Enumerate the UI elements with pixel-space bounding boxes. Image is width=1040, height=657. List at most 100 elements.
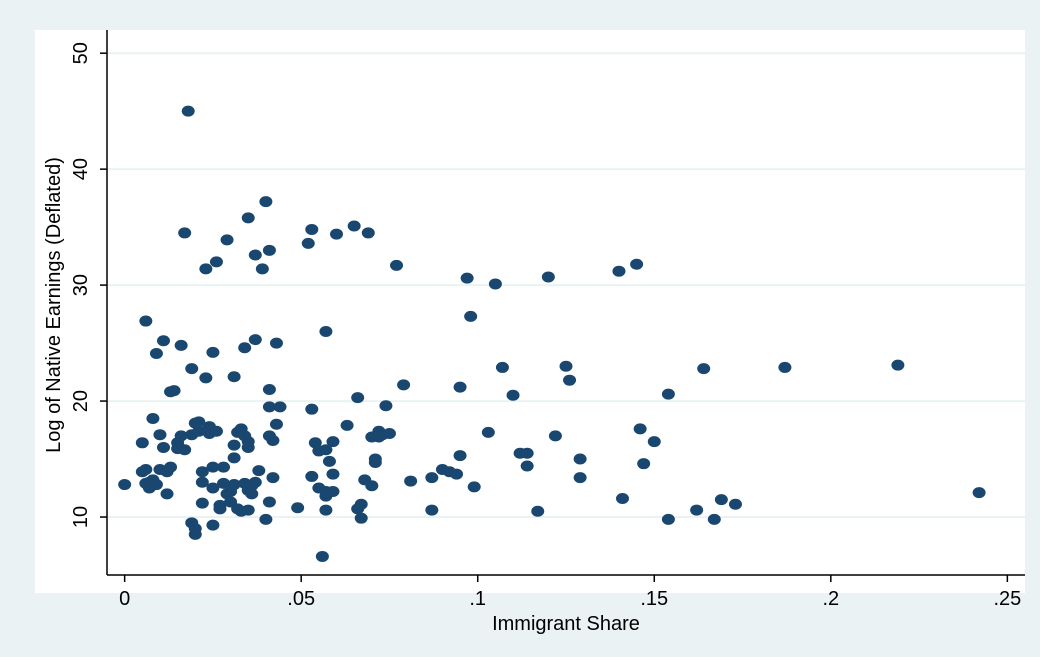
data-point (195, 497, 209, 509)
data-point (217, 477, 231, 489)
data-point (520, 460, 534, 472)
data-point (227, 439, 241, 451)
data-point (637, 458, 651, 470)
data-point (464, 310, 478, 322)
data-point (156, 335, 170, 347)
data-point (390, 259, 404, 271)
data-point (174, 339, 188, 351)
data-point (139, 463, 153, 475)
data-point (262, 383, 276, 395)
data-point (291, 502, 305, 514)
data-point (269, 337, 283, 349)
data-point (368, 457, 382, 469)
y-tick-label: 40 (70, 158, 92, 180)
data-point (118, 479, 132, 491)
data-point (322, 455, 336, 467)
data-point (181, 105, 195, 117)
data-point (220, 234, 234, 246)
data-point (425, 472, 439, 484)
data-point (139, 315, 153, 327)
data-point (495, 361, 509, 373)
data-point (262, 496, 276, 508)
data-point (269, 418, 283, 430)
data-point (206, 519, 220, 531)
data-point (397, 379, 411, 391)
data-point (135, 437, 149, 449)
data-point (199, 372, 213, 384)
data-point (404, 475, 418, 487)
data-point (326, 436, 340, 448)
x-axis-title: Immigrant Share (492, 613, 640, 635)
data-point (661, 513, 675, 525)
data-point (778, 361, 792, 373)
data-point (319, 444, 333, 456)
data-point (563, 374, 577, 386)
data-point (259, 513, 273, 525)
data-point (340, 419, 354, 431)
data-point (541, 271, 555, 283)
data-point (326, 486, 340, 498)
data-point (255, 263, 269, 275)
data-point (630, 258, 644, 270)
data-point (728, 498, 742, 510)
data-point (301, 237, 315, 249)
data-point (273, 401, 287, 413)
data-point (315, 550, 329, 562)
data-point (149, 479, 163, 491)
data-point (548, 430, 562, 442)
data-point (227, 371, 241, 383)
data-point (227, 452, 241, 464)
data-point (199, 263, 213, 275)
data-point (488, 278, 502, 290)
data-point (615, 492, 629, 504)
data-point (209, 256, 223, 268)
data-point (354, 498, 368, 510)
data-point (248, 476, 262, 488)
x-tick-label: .05 (287, 588, 315, 610)
data-point (690, 504, 704, 516)
data-point (185, 363, 199, 375)
data-point (520, 447, 534, 459)
data-point (481, 426, 495, 438)
data-point (206, 346, 220, 358)
data-point (245, 488, 259, 500)
data-point (633, 423, 647, 435)
x-tick-label: .25 (993, 588, 1021, 610)
axes (106, 30, 1025, 576)
data-point (365, 480, 379, 492)
data-point (167, 385, 181, 397)
data-point (319, 325, 333, 337)
data-point (149, 348, 163, 360)
data-point (188, 528, 202, 540)
data-point (305, 470, 319, 482)
data-point (238, 342, 252, 354)
data-point (573, 453, 587, 465)
data-point (262, 401, 276, 413)
data-point (195, 466, 209, 478)
data-point (160, 488, 174, 500)
data-point (305, 223, 319, 235)
data-point (195, 476, 209, 488)
data-point (319, 504, 333, 516)
data-point (178, 444, 192, 456)
y-tick-label: 10 (70, 506, 92, 528)
y-tick-label: 20 (70, 390, 92, 412)
data-point (156, 441, 170, 453)
data-point (241, 441, 255, 453)
data-point (425, 504, 439, 516)
data-point (259, 196, 273, 208)
y-axis-title: Log of Native Earnings (Deflated) (43, 157, 65, 453)
data-point (354, 512, 368, 524)
data-point (351, 392, 365, 404)
x-tick-label: .2 (822, 588, 839, 610)
data-point (206, 461, 220, 473)
data-points (118, 105, 986, 562)
data-point (248, 334, 262, 346)
data-point (972, 487, 986, 499)
data-point (450, 468, 464, 480)
data-point (379, 400, 393, 412)
data-point (347, 220, 361, 232)
data-point (330, 228, 343, 240)
